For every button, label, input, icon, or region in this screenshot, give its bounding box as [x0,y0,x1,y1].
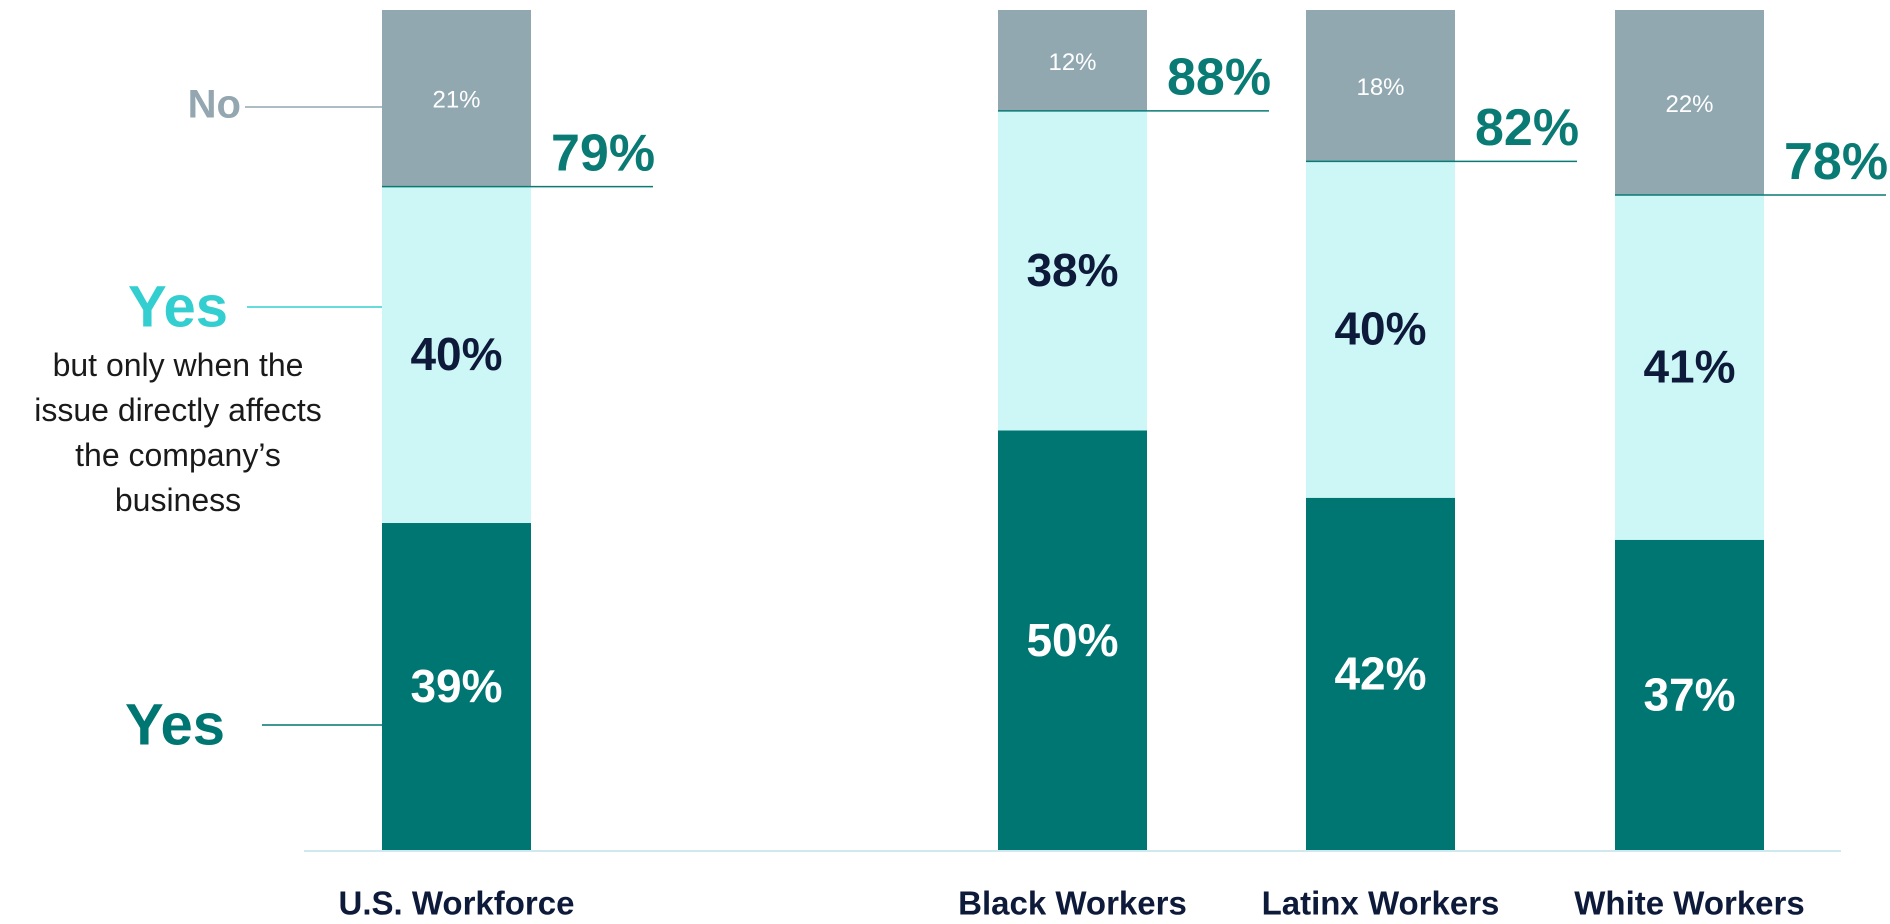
bar-segment [1306,161,1455,498]
bar-segment [1615,195,1764,540]
total-label: 82% [1475,99,1579,157]
legend-label: Yes [125,692,225,757]
total-label: 79% [551,124,655,182]
bar-segment [1306,497,1455,851]
bar-segment [998,10,1147,111]
bar-segment [1306,10,1455,162]
legend-label: No [188,83,241,127]
legend-label: Yes [128,274,228,339]
value-label: 12% [1048,49,1096,76]
legend-description: but only when the issue directly affects… [34,347,322,518]
value-label: 22% [1665,91,1713,118]
bar-segment [1615,539,1764,851]
total-label: 88% [1167,49,1271,107]
value-label: 40% [1334,303,1426,355]
value-label: 37% [1643,669,1735,721]
x-tick-label: U.S. Workforce [339,885,575,922]
x-tick-label: White Workers [1574,885,1804,922]
bar-segment [998,430,1147,851]
value-label: 42% [1334,648,1426,700]
bar-segment [1615,10,1764,196]
bar-segment [998,110,1147,431]
value-label: 21% [432,87,480,114]
x-tick-label: Latinx Workers [1262,885,1500,922]
total-label: 78% [1784,133,1888,191]
value-label: 50% [1026,614,1118,666]
bar-segment [382,10,531,187]
value-label: 39% [410,660,502,712]
bar-segment [382,186,531,524]
value-label: 18% [1356,74,1404,101]
value-label: 40% [410,328,502,380]
x-tick-label: Black Workers [958,885,1187,922]
value-label: 38% [1026,244,1118,296]
bar-segment [382,523,531,851]
value-label: 41% [1643,341,1735,393]
